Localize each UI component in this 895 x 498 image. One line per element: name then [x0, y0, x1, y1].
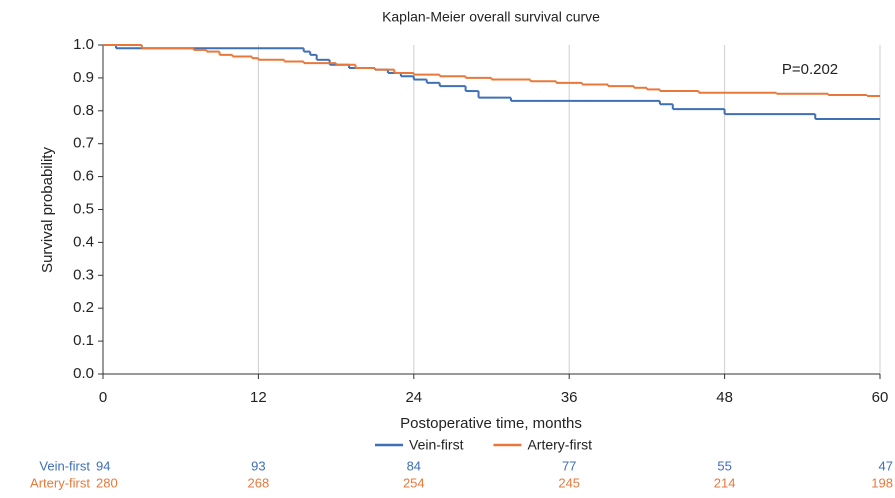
- x-tick-label: 24: [405, 389, 422, 406]
- x-tick-label: 12: [250, 389, 267, 406]
- y-tick-label: 0.2: [73, 299, 94, 316]
- y-tick-label: 0.6: [73, 168, 94, 185]
- y-tick-label: 0.8: [73, 102, 94, 119]
- x-axis-label: Postoperative time, months: [400, 415, 582, 432]
- x-tick-label: 60: [872, 389, 889, 406]
- risk-count: 198: [871, 475, 893, 490]
- risk-count: 55: [717, 458, 731, 473]
- p-value-annotation: P=0.202: [782, 61, 838, 78]
- risk-count: 280: [96, 475, 118, 490]
- risk-row-label: Vein-first: [39, 458, 90, 473]
- x-tick-label: 0: [99, 389, 107, 406]
- y-tick-label: 0.4: [73, 233, 94, 250]
- x-tick-label: 36: [561, 389, 578, 406]
- risk-count: 84: [407, 458, 421, 473]
- y-tick-label: 0.9: [73, 69, 94, 86]
- y-tick-label: 0.1: [73, 332, 94, 349]
- risk-count: 214: [714, 475, 736, 490]
- risk-count: 245: [558, 475, 580, 490]
- legend-label: Vein-first: [409, 437, 464, 453]
- risk-count: 47: [879, 458, 893, 473]
- legend-label: Artery-first: [527, 437, 592, 453]
- y-tick-label: 0.7: [73, 135, 94, 152]
- risk-row-label: Artery-first: [30, 475, 90, 490]
- y-tick-label: 0.5: [73, 200, 94, 217]
- risk-count: 254: [403, 475, 425, 490]
- x-tick-label: 48: [716, 389, 733, 406]
- y-tick-label: 0.3: [73, 266, 94, 283]
- risk-count: 93: [251, 458, 265, 473]
- y-axis-label: Survival probability: [39, 147, 56, 273]
- risk-count: 94: [96, 458, 110, 473]
- risk-count: 77: [562, 458, 576, 473]
- risk-count: 268: [248, 475, 270, 490]
- y-tick-label: 1.0: [73, 36, 94, 53]
- y-tick-label: 0.0: [73, 365, 94, 382]
- chart-title: Kaplan-Meier overall survival curve: [382, 9, 600, 25]
